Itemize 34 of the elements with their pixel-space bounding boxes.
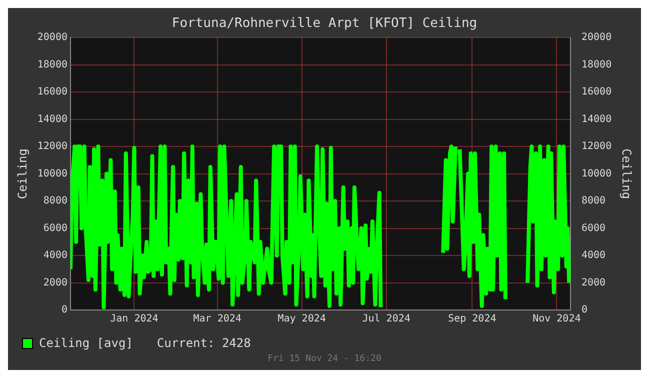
y-tick-label: 2000 bbox=[43, 277, 68, 288]
y2-tick-label: 6000 bbox=[581, 222, 606, 234]
x-tick-label: May 2024 bbox=[278, 314, 326, 325]
y-tick-label: 10000 bbox=[37, 168, 68, 180]
y2-tick-label: 8000 bbox=[581, 196, 606, 207]
y-tick-label: 20000 bbox=[37, 32, 68, 44]
x-tick-label: Jul 2024 bbox=[362, 314, 410, 325]
y-tick-label: 4000 bbox=[43, 250, 68, 262]
text: Fri 15 Nov 24 - 16:20 bbox=[268, 354, 382, 364]
y-axis-title: Ceiling bbox=[15, 148, 30, 200]
y2-tick-label: 4000 bbox=[581, 250, 606, 262]
y2-tick-label: 2000 bbox=[581, 277, 606, 288]
y2-tick-label: 16000 bbox=[581, 86, 612, 98]
y-tick-label: 16000 bbox=[37, 86, 68, 98]
y2-tick-label: 20000 bbox=[581, 32, 612, 44]
x-tick-label: Mar 2024 bbox=[193, 314, 242, 325]
y2-tick-label: 10000 bbox=[581, 168, 612, 180]
x-tick-label: Jan 2024 bbox=[110, 314, 158, 325]
y2-tick-label: 18000 bbox=[581, 59, 612, 70]
y2-tick-label: 12000 bbox=[581, 141, 612, 152]
x-tick-label: Nov 2024 bbox=[532, 314, 581, 325]
y-tick-label: 0 bbox=[61, 304, 68, 316]
y2-tick-label: 14000 bbox=[581, 114, 612, 125]
x-tick-label: Sep 2024 bbox=[448, 314, 496, 325]
y-tick-label: 8000 bbox=[43, 196, 68, 207]
y-tick-label: 6000 bbox=[43, 222, 68, 234]
chart-title: Fortuna/Rohnerville Arpt [KFOT] Ceiling bbox=[172, 16, 478, 32]
legend-label: Ceiling [avg] bbox=[39, 336, 133, 350]
y-tick-label: 12000 bbox=[37, 141, 68, 152]
y-tick-label: 18000 bbox=[37, 59, 68, 70]
text: Current: 2428 bbox=[156, 336, 251, 350]
y-tick-label: 14000 bbox=[37, 114, 68, 125]
y2-axis-title: Ceiling bbox=[620, 148, 634, 200]
y2-tick-label: 0 bbox=[581, 304, 588, 316]
